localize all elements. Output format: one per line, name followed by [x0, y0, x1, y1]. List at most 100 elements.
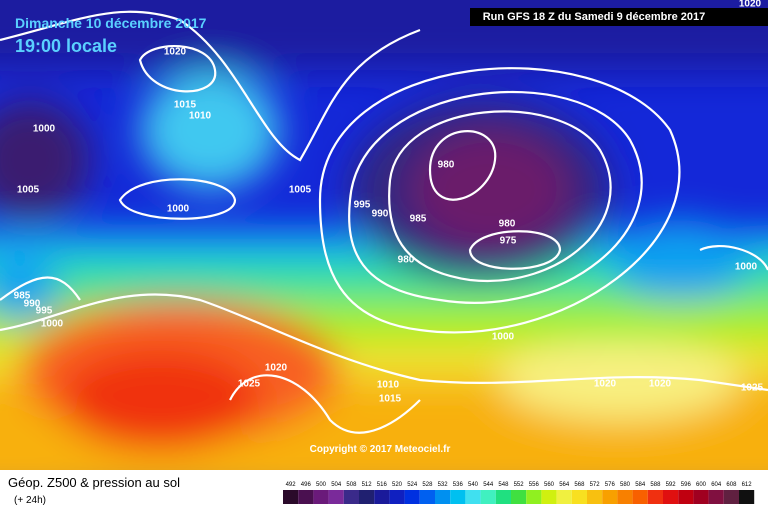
- isobar-label: 1000: [492, 332, 515, 343]
- legend-swatch: [359, 490, 375, 504]
- legend-label: 608: [726, 482, 737, 488]
- legend-label: 584: [635, 482, 646, 488]
- copyright: Copyright © 2017 Meteociel.fr: [310, 444, 451, 455]
- legend-swatch: [617, 490, 633, 504]
- legend-label: 496: [301, 482, 312, 488]
- legend-label: 508: [346, 482, 357, 488]
- legend-swatch: [419, 490, 435, 504]
- legend-swatch: [343, 490, 359, 504]
- legend-label: 516: [377, 482, 388, 488]
- isobar-label: 1000: [167, 204, 190, 215]
- legend-swatch: [511, 490, 527, 504]
- legend-label: 492: [286, 482, 297, 488]
- legend-swatch: [587, 490, 603, 504]
- isobar-label: 1010: [377, 380, 400, 391]
- field: [0, 0, 768, 470]
- legend-label: 576: [605, 482, 616, 488]
- legend-label: 564: [559, 482, 570, 488]
- legend-label: 556: [529, 482, 540, 488]
- legend-swatch: [283, 490, 299, 504]
- isobar-label: 980: [438, 160, 455, 171]
- isobar-label: 990: [372, 209, 389, 220]
- legend-swatch: [465, 490, 481, 504]
- run: Run GFS 18 Z du Samedi 9 décembre 2017: [483, 11, 706, 23]
- legend-label: 532: [438, 482, 449, 488]
- legend-label: 612: [742, 482, 753, 488]
- legend-swatch: [556, 490, 572, 504]
- legend-label: 596: [681, 482, 692, 488]
- isobar-label: 980: [499, 219, 516, 230]
- legend-label: 540: [468, 482, 479, 488]
- legend-label: 548: [498, 482, 509, 488]
- isobar-label: 1020: [164, 47, 187, 58]
- legend-swatch: [632, 490, 648, 504]
- legend-swatch: [678, 490, 694, 504]
- legend-swatch: [541, 490, 557, 504]
- isobar-label: 1010: [189, 111, 212, 122]
- legend-swatch: [495, 490, 511, 504]
- isobar-label: 1000: [41, 319, 64, 330]
- legend-swatch: [723, 490, 739, 504]
- legend-label: 600: [696, 482, 707, 488]
- isobar-label: 1020: [594, 379, 617, 390]
- isobar-label: 985: [410, 214, 427, 225]
- legend: 492 496 500 504 508 512 516 520 524 528 532 536 540 5…: [283, 482, 755, 504]
- isobar-label: 1025: [741, 383, 764, 394]
- legend-label: 572: [590, 482, 601, 488]
- isobar-label: 980: [398, 255, 415, 266]
- legend-swatch: [663, 490, 679, 504]
- footer-title: Géop. Z500 & pression au sol: [8, 475, 180, 490]
- legend-swatch: [571, 490, 587, 504]
- legend-label: 592: [666, 482, 677, 488]
- legend-label: 552: [514, 482, 525, 488]
- legend-swatch: [450, 490, 466, 504]
- isobar-label: 1005: [289, 185, 312, 196]
- legend-swatch: [693, 490, 709, 504]
- legend-swatch: [328, 490, 344, 504]
- legend-swatch: [480, 490, 496, 504]
- isobar-label: 985: [14, 291, 31, 302]
- isobar-label: 1005: [17, 185, 40, 196]
- isobar-label: 1015: [379, 394, 402, 405]
- legend-label: 536: [453, 482, 464, 488]
- date: Dimanche 10 décembre 2017: [15, 15, 207, 31]
- legend-swatch: [739, 490, 755, 504]
- isobar-label: 1020: [739, 0, 762, 10]
- legend-label: 568: [574, 482, 585, 488]
- legend-swatch: [708, 490, 724, 504]
- legend-swatch: [404, 490, 420, 504]
- legend-label: 588: [650, 482, 661, 488]
- isobar-label: 995: [354, 200, 371, 211]
- legend-swatch: [313, 490, 329, 504]
- legend-label: 500: [316, 482, 327, 488]
- legend-label: 524: [407, 482, 418, 488]
- isobar-label: 990: [24, 299, 41, 310]
- legend-swatch: [435, 490, 451, 504]
- legend-swatch: [647, 490, 663, 504]
- time: 19:00 locale: [15, 36, 117, 56]
- legend-label: 520: [392, 482, 403, 488]
- legend-swatch: [526, 490, 542, 504]
- legend-swatch: [374, 490, 390, 504]
- legend-swatch: [389, 490, 405, 504]
- isobar-label: 1000: [33, 124, 56, 135]
- isobar-label: 995: [36, 306, 53, 317]
- footer-lead: (+ 24h): [14, 495, 46, 506]
- legend-label: 504: [331, 482, 342, 488]
- legend-label: 580: [620, 482, 631, 488]
- legend-swatch: [298, 490, 314, 504]
- isobar-label: 1025: [238, 379, 261, 390]
- legend-label: 528: [422, 482, 433, 488]
- legend-label: 544: [483, 482, 494, 488]
- legend-swatch: [602, 490, 618, 504]
- isobar-label: 1000: [735, 262, 758, 273]
- isobar-label: 975: [500, 236, 517, 247]
- legend-label: 560: [544, 482, 555, 488]
- isobar-label: 1020: [649, 379, 672, 390]
- legend-label: 512: [362, 482, 373, 488]
- legend-label: 604: [711, 482, 722, 488]
- isobar-label: 1015: [174, 100, 197, 111]
- isobar-label: 1020: [265, 363, 288, 374]
